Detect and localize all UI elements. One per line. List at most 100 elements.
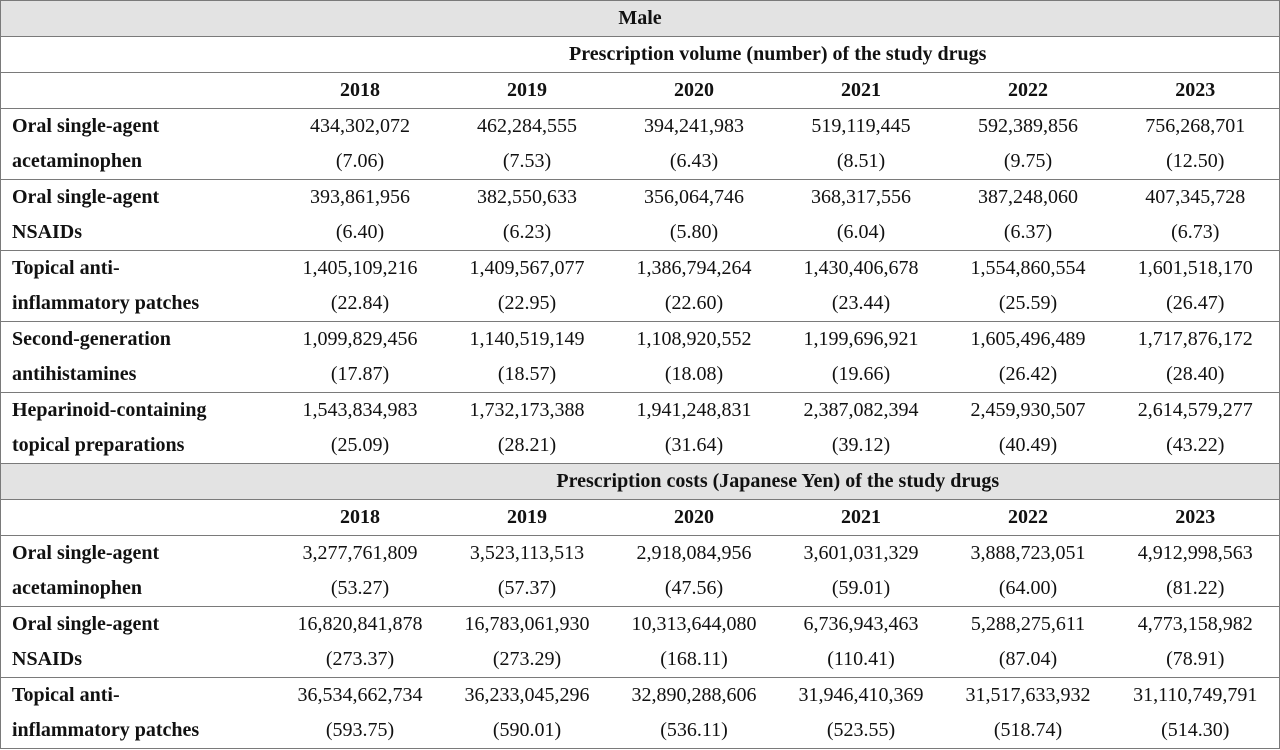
row-label: Oral single-agent NSAIDs — [0, 179, 277, 251]
value-percent: (78.91) — [1166, 648, 1225, 670]
value-cell: 1,108,920,552 (18.08) — [610, 321, 778, 393]
value-number: 31,517,633,932 — [965, 684, 1091, 706]
row-label-line2: inflammatory patches — [12, 292, 200, 314]
value-number: 10,313,644,080 — [631, 613, 757, 635]
value-number: 1,554,860,554 — [970, 257, 1086, 279]
value-number: 462,284,555 — [477, 115, 577, 137]
row-label: Topical anti-inflammatory patches — [0, 677, 277, 749]
value-number: 2,614,579,277 — [1137, 399, 1253, 421]
value-percent: (87.04) — [998, 648, 1058, 670]
row-label-line1: Topical anti- — [12, 684, 120, 706]
row-label-line1: Heparinoid-containing — [12, 399, 207, 421]
section-heading: Prescription volume (number) of the stud… — [276, 36, 1280, 73]
value-cell: 2,918,084,956 (47.56) — [610, 535, 778, 607]
value-percent: (6.23) — [502, 221, 552, 243]
value-number: 1,941,248,831 — [636, 399, 752, 421]
row-label: Heparinoid-containing topical preparation… — [0, 392, 277, 464]
row-label-line1: Oral single-agent — [12, 186, 160, 208]
table-title: Male — [0, 0, 1280, 37]
value-percent: (25.09) — [330, 434, 390, 456]
year-header: 2018 — [276, 72, 444, 109]
value-number: 3,601,031,329 — [803, 542, 919, 564]
row-label-line1: Oral single-agent — [12, 613, 160, 635]
value-number: 1,717,876,172 — [1137, 328, 1253, 350]
value-percent: (6.37) — [1003, 221, 1053, 243]
value-cell: 407,345,728 (6.73) — [1111, 179, 1280, 251]
value-number: 1,732,173,388 — [469, 399, 585, 421]
value-percent: (110.41) — [827, 648, 895, 670]
row-label: Oral single-agent acetaminophen — [0, 108, 277, 180]
value-percent: (18.08) — [664, 363, 724, 385]
value-cell: 1,554,860,554 (25.59) — [944, 250, 1112, 322]
value-percent: (59.01) — [831, 577, 891, 599]
value-cell: 10,313,644,080 (168.11) — [610, 606, 778, 678]
value-number: 1,601,518,170 — [1137, 257, 1253, 279]
value-percent: (593.75) — [325, 719, 395, 741]
value-percent: (19.66) — [831, 363, 891, 385]
value-cell: 16,783,061,930 (273.29) — [443, 606, 611, 678]
value-cell: 1,140,519,149 (18.57) — [443, 321, 611, 393]
value-number: 4,773,158,982 — [1137, 613, 1253, 635]
value-number: 3,523,113,513 — [469, 542, 585, 564]
value-percent: (17.87) — [330, 363, 390, 385]
value-percent: (26.47) — [1166, 292, 1225, 314]
value-percent: (57.37) — [497, 577, 557, 599]
value-number: 407,345,728 — [1145, 186, 1246, 208]
value-percent: (590.01) — [492, 719, 562, 741]
value-number: 31,946,410,369 — [798, 684, 924, 706]
value-percent: (31.64) — [664, 434, 724, 456]
value-cell: 434,302,072 (7.06) — [276, 108, 444, 180]
value-percent: (6.40) — [335, 221, 385, 243]
value-cell: 519,119,445 (8.51) — [777, 108, 945, 180]
value-number: 393,861,956 — [310, 186, 410, 208]
table-row: Topical anti-inflammatory patches 36,534,… — [0, 677, 1280, 749]
value-cell: 3,277,761,809 (53.27) — [276, 535, 444, 607]
row-label: Oral single-agent acetaminophen — [0, 535, 277, 607]
row-label-line2: NSAIDs — [12, 221, 83, 243]
year-header: 2020 — [610, 72, 778, 109]
value-number: 1,108,920,552 — [636, 328, 752, 350]
value-cell: 36,233,045,296 (590.01) — [443, 677, 611, 749]
value-cell: 31,110,749,791 (514.30) — [1111, 677, 1280, 749]
value-cell: 1,543,834,983 (25.09) — [276, 392, 444, 464]
value-cell: 4,912,998,563 (81.22) — [1111, 535, 1280, 607]
value-percent: (53.27) — [330, 577, 390, 599]
year-header: 2021 — [777, 72, 945, 109]
row-label-line1: Oral single-agent — [12, 115, 160, 137]
value-cell: 1,099,829,456 (17.87) — [276, 321, 444, 393]
year-header-spacer — [0, 499, 277, 536]
year-header: 2019 — [443, 499, 611, 536]
value-cell: 1,409,567,077 (22.95) — [443, 250, 611, 322]
value-cell: 4,773,158,982 (78.91) — [1111, 606, 1280, 678]
year-header: 2023 — [1111, 499, 1280, 536]
value-cell: 36,534,662,734 (593.75) — [276, 677, 444, 749]
value-number: 434,302,072 — [310, 115, 410, 137]
value-percent: (6.04) — [836, 221, 886, 243]
value-number: 1,386,794,264 — [636, 257, 752, 279]
value-number: 592,389,856 — [978, 115, 1078, 137]
value-number: 1,140,519,149 — [469, 328, 585, 350]
table-row: Oral single-agent acetaminophen 3,277,761,… — [0, 535, 1280, 607]
value-percent: (25.59) — [998, 292, 1058, 314]
value-cell: 3,523,113,513 (57.37) — [443, 535, 611, 607]
value-cell: 1,717,876,172 (28.40) — [1111, 321, 1280, 393]
value-number: 382,550,633 — [477, 186, 577, 208]
value-cell: 387,248,060 (6.37) — [944, 179, 1112, 251]
value-percent: (7.06) — [335, 150, 385, 172]
row-label-line2: topical preparations — [12, 434, 185, 456]
row-label-line1: Topical anti- — [12, 257, 120, 279]
value-number: 2,918,084,956 — [636, 542, 752, 564]
value-number: 6,736,943,463 — [803, 613, 919, 635]
value-number: 1,405,109,216 — [302, 257, 418, 279]
value-percent: (64.00) — [998, 577, 1058, 599]
value-cell: 16,820,841,878 (273.37) — [276, 606, 444, 678]
value-number: 3,277,761,809 — [302, 542, 418, 564]
value-percent: (9.75) — [1003, 150, 1053, 172]
value-percent: (8.51) — [836, 150, 886, 172]
value-number: 368,317,556 — [811, 186, 911, 208]
row-label-line1: Oral single-agent — [12, 542, 160, 564]
value-cell: 382,550,633 (6.23) — [443, 179, 611, 251]
value-cell: 356,064,746 (5.80) — [610, 179, 778, 251]
section-heading: Prescription costs (Japanese Yen) of the… — [276, 463, 1280, 500]
value-number: 31,110,749,791 — [1133, 684, 1258, 706]
